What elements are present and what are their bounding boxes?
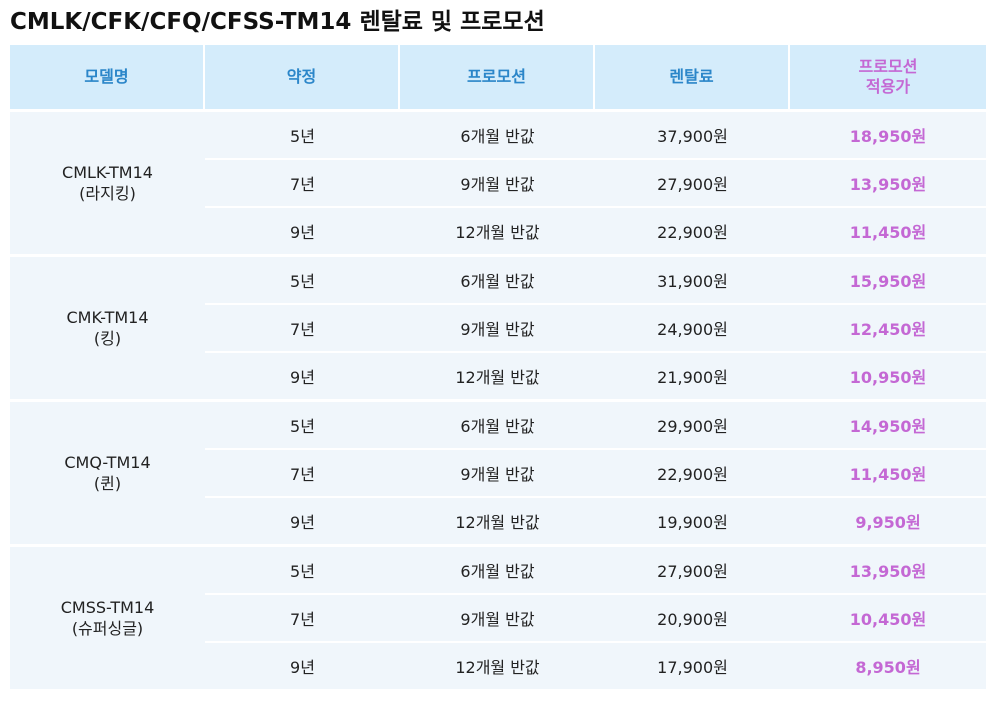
promo-price-cell: 18,950원	[790, 109, 986, 160]
table-row: 7년 9개월 반값 27,900원 13,950원	[10, 160, 986, 208]
promotion-cell: 12개월 반값	[400, 208, 595, 257]
header-promotion: 프로모션	[400, 45, 595, 109]
header-model: 모델명	[10, 45, 205, 109]
header-promo-applied-line2: 적용가	[865, 77, 911, 96]
contract-cell: 9년	[205, 208, 400, 257]
contract-cell: 9년	[205, 353, 400, 402]
model-cell: CMLK-TM14 (라지킹)	[10, 109, 205, 257]
header-fee: 렌탈료	[595, 45, 790, 109]
promo-price-cell: 11,450원	[790, 450, 986, 498]
fee-cell: 27,900원	[595, 160, 790, 208]
model-cell: CMSS-TM14 (슈퍼싱글)	[10, 547, 205, 692]
table-row: 9년 12개월 반값 21,900원 10,950원	[10, 353, 986, 402]
model-cell: CMK-TM14 (킹)	[10, 257, 205, 402]
page-title: CMLK/CFK/CFQ/CFSS-TM14 렌탈료 및 프로모션	[10, 9, 545, 35]
header-promo-applied-line1: 프로모션	[858, 57, 918, 76]
model-size: (킹)	[93, 329, 122, 348]
fee-cell: 24,900원	[595, 305, 790, 353]
model-name: CMSS-TM14	[60, 598, 155, 617]
promotion-cell: 6개월 반값	[400, 402, 595, 450]
promo-price-cell: 13,950원	[790, 160, 986, 208]
fee-cell: 20,900원	[595, 595, 790, 643]
table-row: 7년 9개월 반값 24,900원 12,450원	[10, 305, 986, 353]
promotion-cell: 9개월 반값	[400, 450, 595, 498]
contract-cell: 5년	[205, 109, 400, 160]
model-cell: CMQ-TM14 (퀸)	[10, 402, 205, 547]
header-promo-applied: 프로모션 적용가	[790, 45, 986, 109]
table-row: CMSS-TM14 (슈퍼싱글) 5년 6개월 반값 27,900원 13,95…	[10, 547, 986, 692]
model-size: (슈퍼싱글)	[71, 619, 144, 638]
contract-cell: 7년	[205, 305, 400, 353]
table-row: 9년 12개월 반값 22,900원 11,450원	[10, 208, 986, 257]
table-row: 7년 9개월 반값 22,900원 11,450원	[10, 450, 986, 498]
contract-cell: 7년	[205, 450, 400, 498]
contract-cell: 5년	[205, 257, 400, 305]
fee-cell: 37,900원	[595, 109, 790, 160]
promo-price-cell: 15,950원	[790, 257, 986, 305]
header-row: 모델명 약정 프로모션 렌탈료 프로모션 적용가	[10, 45, 986, 109]
table-row: 7년 9개월 반값 20,900원 10,450원	[10, 595, 986, 643]
table-body: CMLK-TM14 (라지킹) 5년 6개월 반값 37,900원 18,950…	[10, 109, 986, 692]
fee-cell: 21,900원	[595, 353, 790, 402]
contract-cell: 5년	[205, 547, 400, 595]
fee-cell: 29,900원	[595, 402, 790, 450]
promotion-cell: 9개월 반값	[400, 160, 595, 208]
promo-price-cell: 9,950원	[790, 498, 986, 547]
promo-price-cell: 8,950원	[790, 643, 986, 692]
promotion-cell: 12개월 반값	[400, 643, 595, 692]
contract-cell: 9년	[205, 643, 400, 692]
model-size: (라지킹)	[79, 184, 136, 203]
promotion-cell: 6개월 반값	[400, 547, 595, 595]
table-row: CMLK-TM14 (라지킹) 5년 6개월 반값 37,900원 18,950…	[10, 109, 986, 257]
table-row: CMK-TM14 (킹) 5년 6개월 반값 31,900원 15,950원	[10, 257, 986, 402]
contract-cell: 9년	[205, 498, 400, 547]
promo-price-cell: 11,450원	[790, 208, 986, 257]
promotion-cell: 9개월 반값	[400, 595, 595, 643]
fee-cell: 31,900원	[595, 257, 790, 305]
contract-cell: 5년	[205, 402, 400, 450]
promo-price-cell: 13,950원	[790, 547, 986, 595]
model-name: CMK-TM14	[66, 308, 149, 327]
rental-price-table: 모델명 약정 프로모션 렌탈료 프로모션 적용가 CMLK-TM14 (라지킹)…	[10, 45, 986, 692]
fee-cell: 27,900원	[595, 547, 790, 595]
fee-cell: 19,900원	[595, 498, 790, 547]
table-row: 9년 12개월 반값 17,900원 8,950원	[10, 643, 986, 692]
contract-cell: 7년	[205, 595, 400, 643]
model-name: CMLK-TM14	[62, 163, 153, 182]
table-row: 9년 12개월 반값 19,900원 9,950원	[10, 498, 986, 547]
promotion-cell: 6개월 반값	[400, 109, 595, 160]
promo-price-cell: 12,450원	[790, 305, 986, 353]
promotion-cell: 12개월 반값	[400, 498, 595, 547]
contract-cell: 7년	[205, 160, 400, 208]
promotion-cell: 9개월 반값	[400, 305, 595, 353]
promotion-cell: 12개월 반값	[400, 353, 595, 402]
promotion-cell: 6개월 반값	[400, 257, 595, 305]
promo-price-cell: 10,450원	[790, 595, 986, 643]
fee-cell: 22,900원	[595, 208, 790, 257]
promo-price-cell: 14,950원	[790, 402, 986, 450]
table-row: CMQ-TM14 (퀸) 5년 6개월 반값 29,900원 14,950원	[10, 402, 986, 547]
fee-cell: 17,900원	[595, 643, 790, 692]
model-size: (퀸)	[93, 474, 122, 493]
promo-price-cell: 10,950원	[790, 353, 986, 402]
table-header: 모델명 약정 프로모션 렌탈료 프로모션 적용가	[10, 45, 986, 109]
header-contract: 약정	[205, 45, 400, 109]
model-name: CMQ-TM14	[64, 453, 151, 472]
fee-cell: 22,900원	[595, 450, 790, 498]
